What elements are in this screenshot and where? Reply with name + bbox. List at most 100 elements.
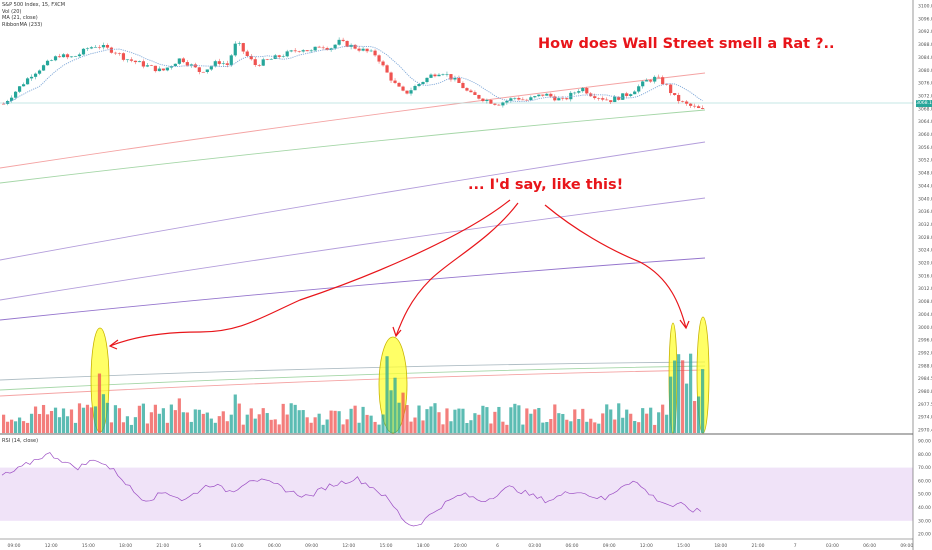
volume-bar xyxy=(17,417,22,433)
candle-body xyxy=(637,86,641,92)
candle-body xyxy=(413,86,417,91)
volume-bar xyxy=(277,424,281,433)
volume-bar xyxy=(573,409,577,433)
time-tick-label: 15:00 xyxy=(380,543,393,549)
time-tick-label: 15:00 xyxy=(677,543,690,549)
volume-bar xyxy=(393,377,397,433)
candle-body xyxy=(133,60,138,63)
volume-bar xyxy=(625,409,629,433)
volume-bar xyxy=(249,408,253,433)
candle-body xyxy=(17,86,22,92)
volume-bar xyxy=(533,409,537,433)
candle-body xyxy=(325,48,329,50)
volume-bar xyxy=(313,417,317,433)
volume-bar xyxy=(49,410,54,433)
price-tick-label: 3048.0 xyxy=(918,171,932,177)
price-tick-label: 3100.0 xyxy=(918,4,932,10)
price-tick-label: 2974.0 xyxy=(918,415,932,421)
volume-bar xyxy=(361,406,365,433)
volume-bar xyxy=(309,422,313,433)
candle-body xyxy=(641,81,645,87)
candle-body xyxy=(117,53,122,54)
candle-body xyxy=(461,82,465,89)
candle-body xyxy=(317,46,321,48)
rsi-polyline xyxy=(1,452,702,527)
price-tick-label: 2970.4 xyxy=(918,428,932,434)
candle-body xyxy=(685,101,689,104)
volume-bar xyxy=(689,353,693,433)
candle-body xyxy=(81,48,86,55)
price-tick-label: 3064.0 xyxy=(918,119,932,125)
price-tick-label: 3012.0 xyxy=(918,286,932,292)
ribbon-ma-line xyxy=(0,257,706,321)
arrow-head xyxy=(108,339,119,350)
volume-bar xyxy=(457,408,461,433)
volume-bar xyxy=(53,407,58,433)
candle-body xyxy=(245,51,249,57)
volume-bar xyxy=(645,413,649,433)
volume-bar xyxy=(541,422,545,433)
volume-bar xyxy=(265,413,269,433)
candle-body xyxy=(165,67,169,71)
candle-body xyxy=(353,44,357,49)
volume-bar xyxy=(621,417,625,433)
volume-bar xyxy=(517,405,521,433)
candle-body xyxy=(433,74,437,77)
candle-body xyxy=(221,63,225,64)
volume-bar xyxy=(349,408,353,433)
candle-body xyxy=(69,56,74,58)
arrow-head xyxy=(679,319,690,330)
volume-bar xyxy=(357,422,361,433)
candle-body xyxy=(573,92,577,94)
time-tick-label: 09:00 xyxy=(8,543,21,549)
volume-bar xyxy=(381,414,385,433)
volume-bar xyxy=(173,410,177,433)
candle-body xyxy=(237,43,241,44)
volume-bar xyxy=(417,405,421,433)
volume-bar xyxy=(553,404,557,433)
candle-body xyxy=(185,62,189,66)
volume-bar xyxy=(29,413,34,433)
candle-body xyxy=(33,73,38,77)
volume-bar xyxy=(205,412,209,433)
time-tick-label: 20:00 xyxy=(454,543,467,549)
candle-body xyxy=(297,51,301,52)
volume-bar xyxy=(333,410,337,433)
candle-body xyxy=(141,61,145,67)
candle-body xyxy=(113,52,118,54)
price-tick-label: 3032.0 xyxy=(918,222,932,228)
candle-body xyxy=(661,77,665,85)
volume-bar xyxy=(181,412,185,433)
volume-bar xyxy=(217,416,221,433)
candle-body xyxy=(517,97,521,100)
price-tick-label: 3004.0 xyxy=(918,312,932,318)
candle-body xyxy=(425,77,429,83)
candle-body xyxy=(345,40,349,47)
candle-body xyxy=(561,98,565,99)
time-tick-label: 18:00 xyxy=(714,543,727,549)
volume-bar xyxy=(353,405,357,433)
candle-body xyxy=(541,94,545,96)
time-tick-label: 12:00 xyxy=(342,543,355,549)
volume-bar xyxy=(389,390,393,433)
volume-bar xyxy=(177,398,181,433)
time-tick-label: 09:00 xyxy=(603,543,616,549)
candle-body xyxy=(189,64,193,66)
candle-body xyxy=(489,99,493,104)
time-tick-label: 09:00 xyxy=(305,543,318,549)
volume-bar xyxy=(9,419,14,433)
candle-body xyxy=(137,61,142,63)
volume-bar xyxy=(121,422,126,433)
candle-body xyxy=(533,96,537,98)
price-tick-label: 3072.0 xyxy=(918,93,932,99)
volume-bar xyxy=(657,412,661,433)
candle-body xyxy=(501,102,505,106)
volume-bar xyxy=(521,424,525,433)
volume-bar xyxy=(673,360,677,433)
candle-body xyxy=(61,54,66,58)
rsi-tick-label: 80.00 xyxy=(918,452,931,458)
volume-bar xyxy=(617,403,621,433)
ribbon-ma-line xyxy=(0,197,706,301)
candle-body xyxy=(673,93,677,95)
